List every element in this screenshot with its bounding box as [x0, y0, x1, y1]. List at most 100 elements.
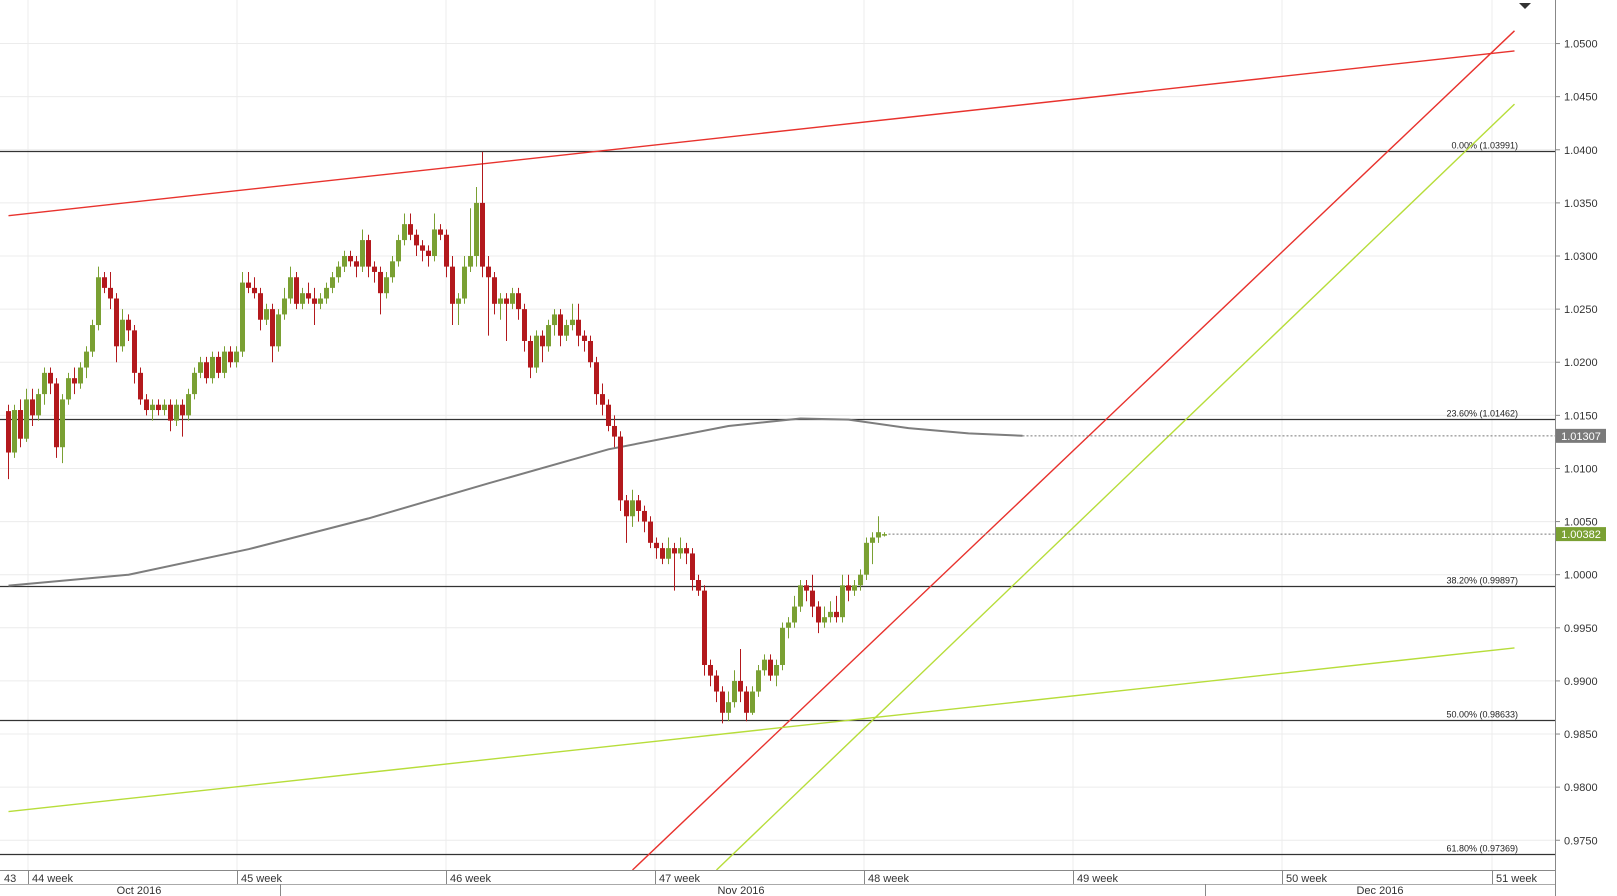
candle-body [234, 351, 239, 363]
candle-body [132, 330, 137, 373]
candle-body [324, 287, 329, 299]
candle-body [54, 383, 59, 448]
candle-body [696, 580, 701, 591]
candle-body [486, 266, 491, 278]
candle-body [96, 277, 101, 326]
candle-body [216, 356, 221, 373]
candle-body [294, 277, 299, 304]
month-label: Oct 2016 [117, 885, 162, 896]
candle-body [264, 309, 269, 320]
y-tick-label: 0.9950 [1564, 623, 1598, 635]
fib-level-label: 0.00% (1.03991) [1451, 141, 1518, 151]
candle-body [570, 319, 575, 326]
candle-body [732, 680, 737, 703]
candle-body [654, 542, 659, 549]
candle-body [18, 410, 23, 439]
candle-body [840, 585, 845, 618]
y-tick-label: 1.0400 [1564, 145, 1598, 157]
candle-body [90, 325, 95, 352]
candle-body [612, 425, 617, 437]
candle-body [204, 362, 209, 379]
candle-body [726, 702, 731, 713]
candle-body [402, 224, 407, 241]
candle-body [480, 202, 485, 267]
candle-body [144, 399, 149, 411]
candle-body [618, 436, 623, 501]
candle-body [552, 314, 557, 326]
candle-body [510, 293, 515, 304]
y-tick-label: 1.0050 [1564, 517, 1598, 529]
candle-body [684, 548, 689, 554]
candle-body [624, 500, 629, 517]
y-tick-label: 0.9900 [1564, 676, 1598, 688]
candle-body [330, 277, 335, 288]
candle-body [120, 319, 125, 347]
candle-body [678, 548, 683, 554]
week-label: 50 week [1286, 873, 1327, 885]
time-axis: 43 44 week 45 week 46 week 47 week 48 week 49 … [0, 870, 1555, 896]
y-tick-label: 1.0150 [1564, 410, 1598, 422]
candle-body [768, 659, 773, 676]
candle-body [786, 622, 791, 628]
candle-body [462, 266, 467, 299]
week-label: 44 week [32, 873, 73, 885]
candle-body [6, 411, 11, 453]
candle-body [600, 394, 605, 405]
candle-body [222, 351, 227, 373]
y-tick-label: 1.0250 [1564, 304, 1598, 316]
candle-body [78, 367, 83, 384]
fibonacci-levels: 0.00% (1.03991) 23.60% (1.01462) 38.20% (0… [0, 141, 1555, 856]
candle-body [858, 574, 863, 586]
candle-body [642, 510, 647, 522]
price-axis: 1.0500 1.0450 1.0400 1.0350 1.0300 1.0250 1.02… [1555, 0, 1598, 896]
chart-menu-chevron-icon[interactable] [1519, 3, 1531, 9]
candle-body [516, 293, 521, 310]
candle-body [252, 287, 257, 294]
y-tick-label: 0.9800 [1564, 782, 1598, 794]
week-label: 45 week [241, 873, 282, 885]
candle-body [660, 548, 665, 559]
price-badge-label: 1.00382 [1561, 529, 1601, 541]
candle-body [582, 335, 587, 341]
candle-body [360, 240, 365, 267]
fib-level-label: 23.60% (1.01462) [1446, 409, 1518, 419]
candle-body [708, 664, 713, 676]
candle-body [540, 335, 545, 347]
candle-body [366, 240, 371, 267]
trendline [8, 647, 1515, 813]
candle-body [630, 500, 635, 517]
week-label: 47 week [659, 873, 700, 885]
candle-body [834, 611, 839, 618]
candle-body [384, 277, 389, 294]
fib-level-label: 61.80% (0.97369) [1446, 844, 1518, 854]
candle-body [576, 319, 581, 336]
candle-body [534, 335, 539, 368]
y-tick-label: 1.0450 [1564, 92, 1598, 104]
candle-body [336, 266, 341, 278]
candle-body [822, 617, 827, 623]
candle-body [108, 287, 113, 299]
candle-body [666, 548, 671, 559]
candle-body [606, 404, 611, 426]
moving-average [8, 417, 1023, 587]
price-badges: 1.01307 1.00382 [1556, 428, 1606, 542]
candle-body [60, 399, 65, 448]
fib-level-label: 50.00% (0.98633) [1446, 710, 1518, 720]
trendline [8, 50, 1515, 217]
candle-body [240, 282, 245, 352]
candle-body [720, 691, 725, 713]
candle-body [798, 585, 803, 607]
candle-body [468, 256, 473, 267]
price-badge [1556, 527, 1606, 542]
candle-body [792, 606, 797, 623]
candles [6, 151, 887, 724]
candle-body [288, 277, 293, 299]
candle-body [456, 298, 461, 304]
candle-body [450, 266, 455, 304]
candle-body [804, 585, 809, 591]
candle-body [36, 394, 41, 416]
candle-body [186, 394, 191, 416]
month-label: Nov 2016 [717, 885, 764, 896]
candle-body [306, 293, 311, 299]
